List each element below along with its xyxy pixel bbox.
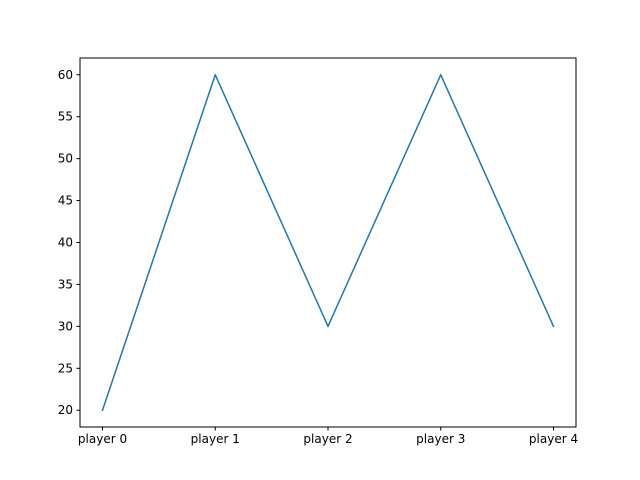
x-tick-label: player 3 (416, 432, 465, 446)
y-tick-label: 40 (58, 236, 73, 250)
data-point (327, 325, 329, 328)
x-axis: player 0 player 1 player 2 player 3 player 4 (78, 427, 578, 446)
y-tick-label: 20 (58, 403, 73, 417)
data-point (440, 74, 442, 76)
y-axis: 20 25 30 35 40 45 50 55 60 (58, 68, 80, 417)
y-tick-label: 35 (58, 277, 73, 291)
series-layer (101, 74, 555, 412)
y-tick-label: 45 (58, 194, 73, 208)
plot-frame (79, 57, 577, 428)
data-point (101, 409, 104, 411)
y-tick-label: 30 (58, 319, 73, 333)
y-tick-label: 50 (58, 152, 73, 166)
x-tick-label: player 2 (303, 432, 352, 446)
x-tick-label: player 0 (78, 432, 127, 446)
data-point (552, 325, 555, 328)
data-point (214, 74, 216, 76)
x-tick-label: player 4 (529, 432, 578, 446)
y-tick-label: 60 (58, 68, 73, 82)
x-tick-label: player 1 (191, 432, 240, 446)
y-tick-label: 55 (58, 110, 73, 124)
y-tick-label: 25 (58, 361, 73, 375)
plot-area (80, 58, 576, 427)
